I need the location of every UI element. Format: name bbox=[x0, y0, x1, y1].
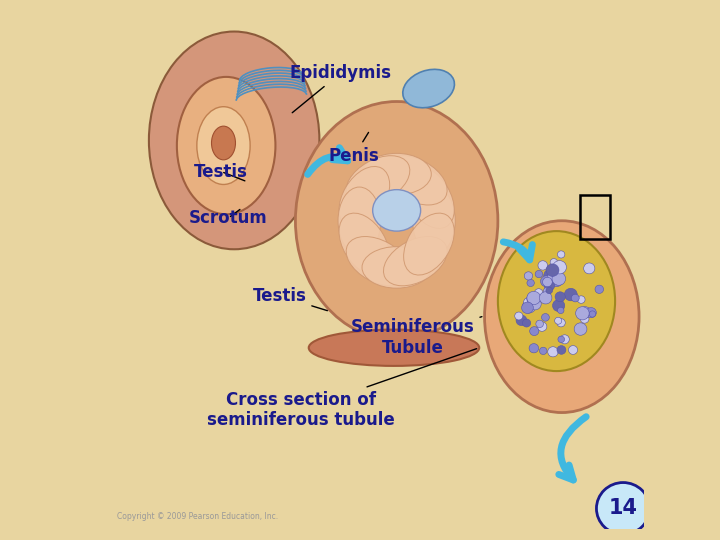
Circle shape bbox=[544, 281, 554, 291]
Ellipse shape bbox=[485, 221, 639, 413]
Circle shape bbox=[522, 300, 536, 313]
Ellipse shape bbox=[404, 213, 454, 275]
Ellipse shape bbox=[384, 156, 447, 205]
Text: Epididymis: Epididymis bbox=[289, 64, 392, 113]
Circle shape bbox=[572, 294, 579, 302]
Ellipse shape bbox=[212, 126, 235, 160]
Ellipse shape bbox=[346, 237, 410, 286]
Circle shape bbox=[529, 298, 541, 310]
Circle shape bbox=[548, 347, 558, 357]
Circle shape bbox=[539, 347, 547, 355]
Ellipse shape bbox=[295, 102, 498, 340]
Text: Testis: Testis bbox=[253, 287, 328, 310]
FancyArrowPatch shape bbox=[503, 242, 532, 260]
Circle shape bbox=[595, 285, 603, 293]
Circle shape bbox=[527, 279, 534, 287]
Circle shape bbox=[523, 319, 531, 327]
Circle shape bbox=[557, 346, 566, 354]
Circle shape bbox=[539, 292, 552, 304]
Ellipse shape bbox=[339, 166, 390, 228]
Circle shape bbox=[543, 278, 552, 287]
Ellipse shape bbox=[402, 69, 454, 108]
Circle shape bbox=[541, 276, 552, 287]
Circle shape bbox=[521, 302, 534, 314]
Circle shape bbox=[589, 311, 595, 317]
FancyArrowPatch shape bbox=[559, 417, 586, 480]
Circle shape bbox=[544, 269, 557, 282]
Circle shape bbox=[550, 259, 557, 266]
Ellipse shape bbox=[413, 187, 455, 254]
Circle shape bbox=[529, 343, 539, 353]
Ellipse shape bbox=[362, 247, 431, 288]
Ellipse shape bbox=[384, 237, 447, 286]
Circle shape bbox=[527, 293, 540, 305]
Circle shape bbox=[552, 300, 564, 312]
Circle shape bbox=[541, 314, 549, 321]
Circle shape bbox=[537, 322, 547, 332]
Ellipse shape bbox=[197, 107, 250, 185]
Circle shape bbox=[555, 292, 565, 302]
Ellipse shape bbox=[177, 77, 276, 214]
Ellipse shape bbox=[346, 156, 410, 205]
Text: Scrotum: Scrotum bbox=[189, 209, 268, 227]
Circle shape bbox=[536, 320, 544, 328]
FancyArrowPatch shape bbox=[307, 148, 348, 174]
Text: Testis: Testis bbox=[194, 163, 248, 181]
Ellipse shape bbox=[309, 329, 480, 366]
Circle shape bbox=[574, 323, 587, 335]
Circle shape bbox=[553, 261, 567, 274]
Circle shape bbox=[524, 272, 533, 280]
Circle shape bbox=[548, 272, 557, 281]
Bar bbox=[580, 195, 610, 239]
Text: Copyright © 2009 Pearson Education, Inc.: Copyright © 2009 Pearson Education, Inc. bbox=[117, 512, 278, 521]
Ellipse shape bbox=[338, 187, 381, 254]
Ellipse shape bbox=[498, 231, 615, 371]
Circle shape bbox=[546, 287, 553, 294]
Circle shape bbox=[580, 315, 589, 323]
Circle shape bbox=[535, 271, 543, 278]
Ellipse shape bbox=[404, 166, 454, 228]
Text: Penis: Penis bbox=[328, 132, 379, 165]
Circle shape bbox=[552, 272, 566, 285]
Circle shape bbox=[580, 307, 591, 318]
Ellipse shape bbox=[373, 190, 420, 231]
Text: Seminiferous
Tubule: Seminiferous Tubule bbox=[351, 316, 482, 357]
Circle shape bbox=[586, 308, 596, 318]
Ellipse shape bbox=[596, 483, 649, 535]
Circle shape bbox=[534, 289, 543, 297]
Circle shape bbox=[557, 319, 565, 327]
Ellipse shape bbox=[362, 153, 431, 195]
Circle shape bbox=[527, 291, 541, 305]
Circle shape bbox=[558, 336, 564, 342]
Circle shape bbox=[569, 346, 577, 354]
Ellipse shape bbox=[339, 213, 390, 275]
Circle shape bbox=[564, 288, 577, 301]
Circle shape bbox=[523, 298, 533, 307]
Circle shape bbox=[515, 312, 523, 320]
Ellipse shape bbox=[149, 31, 320, 249]
Circle shape bbox=[546, 264, 559, 276]
Circle shape bbox=[575, 307, 589, 320]
Circle shape bbox=[538, 261, 548, 270]
Circle shape bbox=[550, 275, 562, 287]
Text: Cross section of
seminiferous tubule: Cross section of seminiferous tubule bbox=[207, 349, 477, 429]
Circle shape bbox=[557, 307, 564, 314]
Circle shape bbox=[577, 296, 585, 303]
Circle shape bbox=[530, 327, 539, 335]
Circle shape bbox=[554, 318, 562, 324]
Circle shape bbox=[544, 287, 551, 295]
Circle shape bbox=[560, 335, 570, 344]
Circle shape bbox=[557, 251, 564, 258]
Circle shape bbox=[584, 263, 595, 274]
Circle shape bbox=[516, 315, 527, 326]
Text: 14: 14 bbox=[608, 498, 638, 518]
